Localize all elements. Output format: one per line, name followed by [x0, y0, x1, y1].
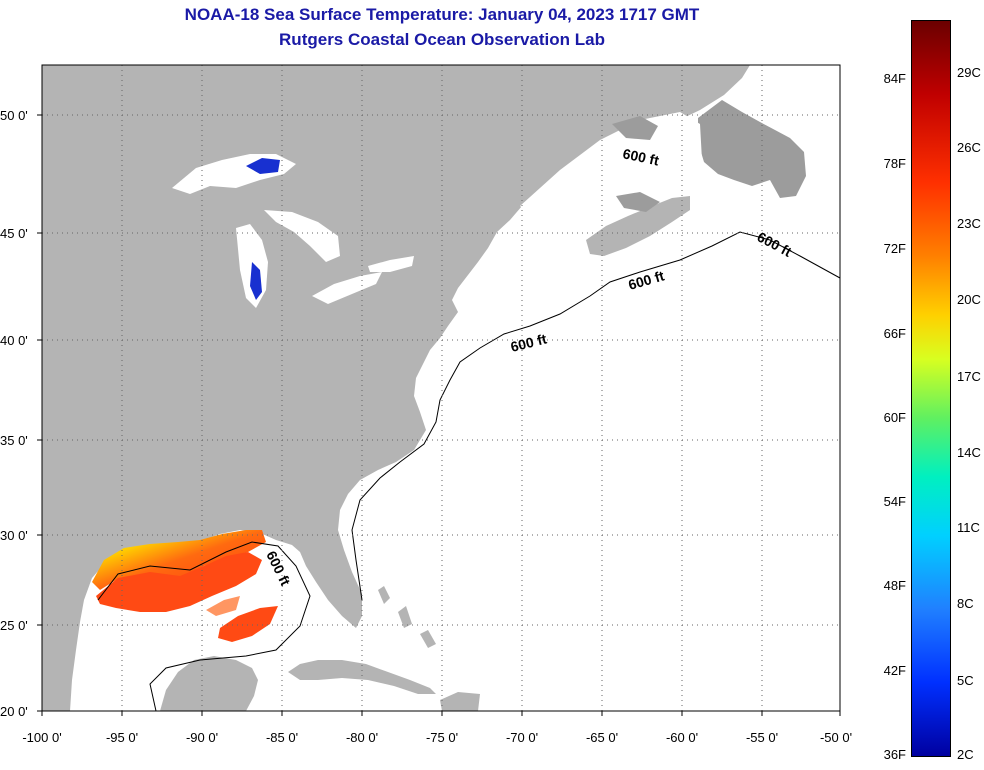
lake-huron	[264, 210, 340, 262]
f-tick-36: 36F	[883, 747, 906, 762]
f-tick-78: 78F	[883, 156, 906, 171]
sst-gulf-south	[218, 606, 278, 642]
lake-erie	[312, 272, 382, 304]
sst-gulf-scatter	[206, 596, 240, 616]
c-tick-14: 14C	[957, 445, 981, 460]
f-tick-84: 84F	[883, 71, 906, 86]
island-pei	[612, 116, 658, 140]
c-tick-26: 26C	[957, 140, 981, 155]
lat-label-20: 20 0'	[0, 704, 28, 719]
land-yucatan	[160, 656, 258, 711]
land-hispaniola	[440, 692, 480, 711]
lat-label-35: 35 0'	[0, 433, 28, 448]
c-tick-23: 23C	[957, 216, 981, 231]
land-newfoundland	[698, 100, 806, 198]
map-subtitle: Rutgers Coastal Ocean Observation Lab	[279, 30, 605, 49]
lon-label-85: -85 0'	[266, 730, 298, 745]
lon-label-55: -55 0'	[746, 730, 778, 745]
axis-ticks	[37, 114, 841, 716]
map-title: NOAA-18 Sea Surface Temperature: January…	[184, 5, 700, 24]
lat-label-50: 50 0'	[0, 108, 28, 123]
c-tick-11: 11C	[957, 520, 980, 535]
c-tick-8: 8C	[957, 596, 974, 611]
f-tick-60: 60F	[883, 410, 906, 425]
lon-label-80: -80 0'	[346, 730, 378, 745]
land-bahamas-3	[420, 630, 436, 648]
lat-label-25: 25 0'	[0, 618, 28, 633]
lake-ontario	[368, 256, 414, 272]
lat-label-40: 40 0'	[0, 333, 28, 348]
lon-label-100: -100 0'	[22, 730, 61, 745]
lon-label-70: -70 0'	[506, 730, 538, 745]
contour-600ft	[97, 231, 840, 711]
lake-sst-blue-north	[246, 158, 280, 174]
contour-label-stlawrence: 600 ft	[621, 145, 660, 168]
land-north-america	[42, 65, 750, 711]
gulf-st-lawrence	[520, 112, 702, 230]
temperature-colorbar	[911, 20, 951, 757]
f-tick-66: 66F	[883, 326, 906, 341]
f-tick-54: 54F	[883, 494, 906, 509]
land-bahamas-2	[398, 606, 412, 628]
map-frame	[41, 64, 841, 712]
c-tick-29: 29C	[957, 65, 981, 80]
island-anticosti	[616, 192, 660, 212]
lon-label-90: -90 0'	[186, 730, 218, 745]
lon-label-65: -65 0'	[586, 730, 618, 745]
f-tick-48: 48F	[883, 578, 906, 593]
lon-label-95: -95 0'	[106, 730, 138, 745]
c-tick-20: 20C	[957, 292, 981, 307]
land-bahamas-1	[378, 586, 390, 604]
sst-gulf-central	[96, 552, 262, 612]
lat-label-30: 30 0'	[0, 528, 28, 543]
land-cuba	[288, 660, 436, 694]
lake-sst-blue-michigan	[250, 262, 262, 300]
c-tick-2: 2C	[957, 747, 974, 762]
f-tick-42: 42F	[883, 663, 906, 678]
land-nova-scotia	[586, 196, 690, 256]
c-tick-5: 5C	[957, 673, 974, 688]
c-tick-17: 17C	[957, 369, 981, 384]
lon-label-75: -75 0'	[426, 730, 458, 745]
lon-label-60: -60 0'	[666, 730, 698, 745]
f-tick-72: 72F	[883, 241, 906, 256]
sst-map: 50 0' 45 0' 40 0' 35 0' 30 0' 25 0' 20 0…	[0, 64, 852, 745]
grid-lines	[42, 65, 840, 711]
lat-label-45: 45 0'	[0, 226, 28, 241]
lon-label-50: -50 0'	[820, 730, 852, 745]
